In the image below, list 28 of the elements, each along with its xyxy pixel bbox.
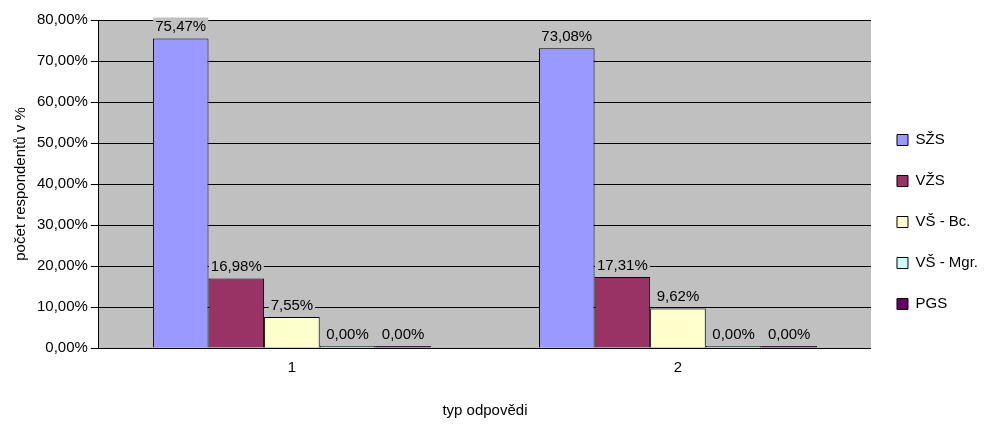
- y-tick-label: 50,00%: [37, 133, 88, 151]
- x-tick-label: 1: [287, 358, 297, 376]
- y-tick-label: 40,00%: [37, 174, 88, 192]
- data-label: 0,00%: [767, 324, 811, 342]
- data-label: 9,62%: [656, 287, 700, 305]
- y-tick-label: 80,00%: [37, 10, 88, 28]
- x-axis-title: typ odpovědi: [442, 401, 528, 419]
- legend-label: VŠ - Bc.: [915, 212, 971, 230]
- y-tick-label: 0,00%: [45, 338, 88, 356]
- data-label: 0,00%: [381, 324, 425, 342]
- y-tick-label: 20,00%: [37, 256, 88, 274]
- data-label: 7,55%: [270, 295, 314, 313]
- data-label: 0,00%: [326, 324, 369, 342]
- data-label: 16,98%: [210, 257, 262, 275]
- y-tick-label: 60,00%: [37, 92, 88, 110]
- y-tick-label: 70,00%: [37, 51, 88, 69]
- legend-label: PGS: [915, 294, 948, 312]
- legend-label: SŽS: [915, 130, 945, 148]
- data-label: 17,31%: [596, 255, 648, 273]
- legend-label: VŠ - Mgr.: [915, 253, 978, 271]
- y-tick-label: 10,00%: [37, 297, 88, 315]
- data-label: 73,08%: [541, 27, 593, 45]
- legend-label: VŽS: [915, 171, 945, 189]
- y-axis-title: počet respondentů v %: [11, 107, 29, 261]
- data-label: 0,00%: [712, 324, 755, 342]
- y-tick-label: 30,00%: [37, 215, 88, 233]
- x-tick-label: 2: [673, 358, 683, 376]
- data-label: 75,47%: [155, 17, 207, 35]
